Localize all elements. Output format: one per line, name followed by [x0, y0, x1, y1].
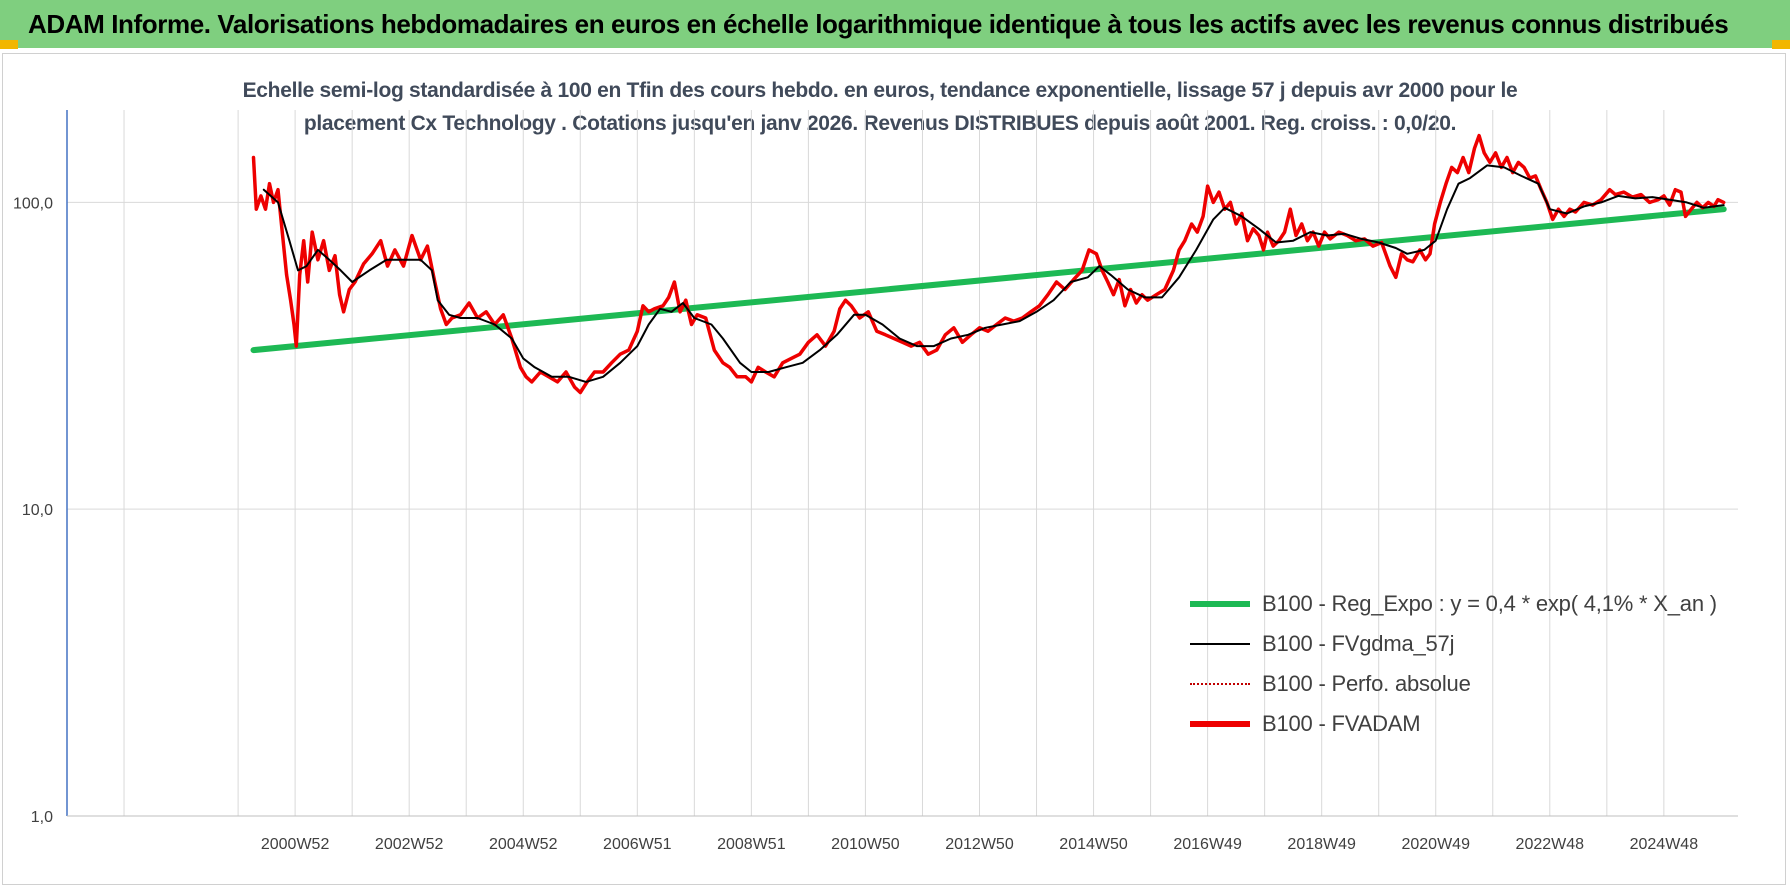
chart-title-line-2: placement Cx Technology . Cotations jusq…	[303, 112, 1457, 135]
y-tick-label-2: 100,0	[13, 195, 53, 212]
x-tick-label-10: 2020W49	[1401, 836, 1470, 853]
legend-label-fvadam: B100 - FVADAM	[1262, 711, 1421, 736]
legend-item-smoothed: B100 - FVgdma_57j	[1190, 624, 1717, 664]
legend-label-perf-absolue: B100 - Perfo. absolue	[1262, 671, 1471, 696]
legend-label-regression: B100 - Reg_Expo : y = 0,4 * exp( 4,1% * …	[1262, 591, 1717, 616]
legend-swatch-regression	[1190, 601, 1250, 607]
x-tick-label-3: 2006W51	[603, 836, 672, 853]
chart-legend: B100 - Reg_Expo : y = 0,4 * exp( 4,1% * …	[1190, 584, 1717, 744]
y-tick-label-1: 10,0	[22, 502, 53, 519]
report-title: ADAM Informe. Valorisations hebdomadaire…	[28, 8, 1729, 39]
x-tick-label-7: 2014W50	[1059, 836, 1128, 853]
legend-swatch-smoothed	[1190, 643, 1250, 645]
legend-item-regression: B100 - Reg_Expo : y = 0,4 * exp( 4,1% * …	[1190, 584, 1717, 624]
y-tick-label-0: 1,0	[31, 809, 53, 826]
chart-title: Echelle semi-log standardisée à 100 en T…	[180, 74, 1580, 140]
x-tick-label-5: 2010W50	[831, 836, 900, 853]
x-tick-label-0: 2000W52	[261, 836, 330, 853]
legend-swatch-perf-absolue	[1190, 683, 1250, 685]
x-tick-label-1: 2002W52	[375, 836, 444, 853]
legend-item-fvadam: B100 - FVADAM	[1190, 704, 1717, 744]
x-tick-label-12: 2024W48	[1630, 836, 1699, 853]
corner-marker-top-right	[1772, 40, 1790, 49]
legend-item-perf-absolue: B100 - Perfo. absolue	[1190, 664, 1717, 704]
x-tick-label-2: 2004W52	[489, 836, 558, 853]
report-header: ADAM Informe. Valorisations hebdomadaire…	[0, 0, 1790, 48]
corner-marker-top-left	[0, 40, 18, 49]
x-tick-label-4: 2008W51	[717, 836, 786, 853]
chart-frame	[2, 53, 1786, 885]
series-line-fvadam	[251, 133, 1726, 395]
series-line-smoothed	[262, 164, 1725, 383]
x-tick-label-9: 2018W49	[1287, 836, 1356, 853]
x-tick-label-6: 2012W50	[945, 836, 1014, 853]
x-tick-label-11: 2022W48	[1516, 836, 1585, 853]
legend-label-smoothed: B100 - FVgdma_57j	[1262, 631, 1455, 656]
x-tick-label-8: 2016W49	[1173, 836, 1242, 853]
legend-swatch-fvadam	[1190, 721, 1250, 727]
chart-title-line-1: Echelle semi-log standardisée à 100 en T…	[242, 79, 1518, 102]
